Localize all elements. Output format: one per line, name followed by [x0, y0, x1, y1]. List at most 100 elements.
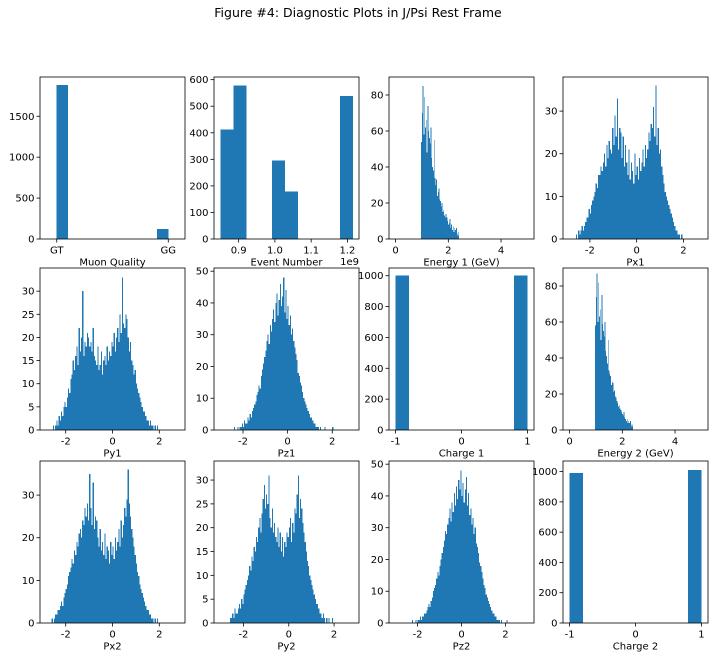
bar [630, 424, 632, 430]
bar [613, 145, 615, 239]
bar [486, 597, 488, 623]
y-tick-label: 600 [189, 75, 208, 86]
bar [220, 129, 234, 239]
bar [643, 166, 645, 239]
bar [664, 192, 666, 239]
bar [241, 599, 243, 623]
bar [637, 179, 640, 239]
y-tick-label: 25 [22, 310, 35, 321]
subplot-charge-1: 0 200 400 600 800 1000 -1 0 1 Charge 1 [358, 267, 535, 460]
bar [601, 170, 603, 239]
bar [487, 600, 489, 623]
bar [133, 546, 135, 623]
bar [285, 191, 299, 239]
bar [89, 473, 91, 623]
bar [93, 529, 95, 623]
bar [100, 351, 102, 430]
bar [59, 420, 62, 430]
y-tick-label: 0 [202, 619, 208, 630]
bar [103, 554, 105, 623]
y-tick-label: 20 [22, 333, 35, 344]
bar [501, 619, 503, 623]
subplot-pz2: 0 10 20 30 40 50 -2 0 2 Pz2 [371, 460, 535, 653]
bar [270, 527, 272, 623]
y-tick-label: 800 [538, 497, 557, 508]
bar [661, 166, 663, 239]
bar [609, 149, 611, 239]
bar [668, 204, 670, 239]
bar [124, 507, 126, 623]
bar [283, 277, 285, 430]
bar [72, 563, 74, 623]
bar [318, 608, 320, 623]
bar [293, 341, 295, 430]
bar [601, 295, 603, 430]
bar [456, 486, 458, 623]
x-tick-label: 1 [524, 437, 530, 448]
bar [630, 162, 632, 239]
bar [591, 204, 593, 239]
bar [114, 537, 117, 623]
bar [626, 421, 627, 430]
bar [445, 530, 447, 623]
bar [491, 610, 493, 623]
bar [669, 209, 671, 239]
bar [156, 425, 159, 430]
bar [244, 420, 246, 430]
bar [68, 576, 70, 623]
bar [582, 230, 585, 239]
bar [104, 355, 106, 430]
bar [447, 524, 449, 623]
bar [134, 554, 136, 623]
x-tick-label: -2 [61, 437, 71, 448]
bar [80, 337, 83, 430]
bar [146, 610, 148, 623]
bar [312, 589, 314, 623]
bar [316, 426, 318, 430]
bar [600, 340, 602, 430]
bar [63, 597, 65, 623]
bar [69, 392, 71, 430]
bar [477, 553, 480, 623]
bar [451, 224, 453, 239]
subplot-charge-2: 0 200 400 600 800 1000 -1 0 1 Charge 2 [532, 460, 709, 653]
y-tick-label: 0 [551, 619, 557, 630]
y-tick-label: 0 [377, 235, 383, 246]
bar [439, 565, 441, 623]
bar [124, 328, 126, 430]
bar [438, 188, 440, 239]
bar [132, 537, 134, 623]
bar [606, 145, 608, 239]
y-tick-label: 20 [545, 149, 558, 160]
x-axis-label: Energy 2 (GeV) [597, 449, 673, 460]
x-tick-label: 1.0 [267, 246, 283, 257]
bar [290, 334, 293, 430]
bar [483, 584, 485, 623]
bar [116, 337, 118, 430]
bar [323, 618, 326, 623]
bar [96, 520, 98, 623]
bar [62, 416, 64, 430]
bar [302, 391, 304, 430]
bar [86, 332, 88, 430]
bar [578, 230, 580, 239]
bar [326, 618, 328, 623]
axes-frame [388, 267, 535, 431]
bar [587, 217, 589, 239]
y-tick-label: 15 [196, 547, 209, 558]
bar [440, 201, 441, 239]
bar [141, 593, 143, 623]
bar [278, 546, 280, 623]
bar [444, 215, 445, 239]
bar [121, 537, 124, 623]
bar [68, 388, 70, 430]
bar [310, 580, 312, 623]
bar [464, 489, 466, 623]
bar [66, 397, 69, 430]
y-tick-label: 500 [15, 194, 34, 205]
bar [457, 499, 459, 623]
bar [662, 175, 664, 239]
x-tick-label: 0 [458, 437, 464, 448]
bar [131, 529, 133, 623]
bar [660, 149, 662, 239]
